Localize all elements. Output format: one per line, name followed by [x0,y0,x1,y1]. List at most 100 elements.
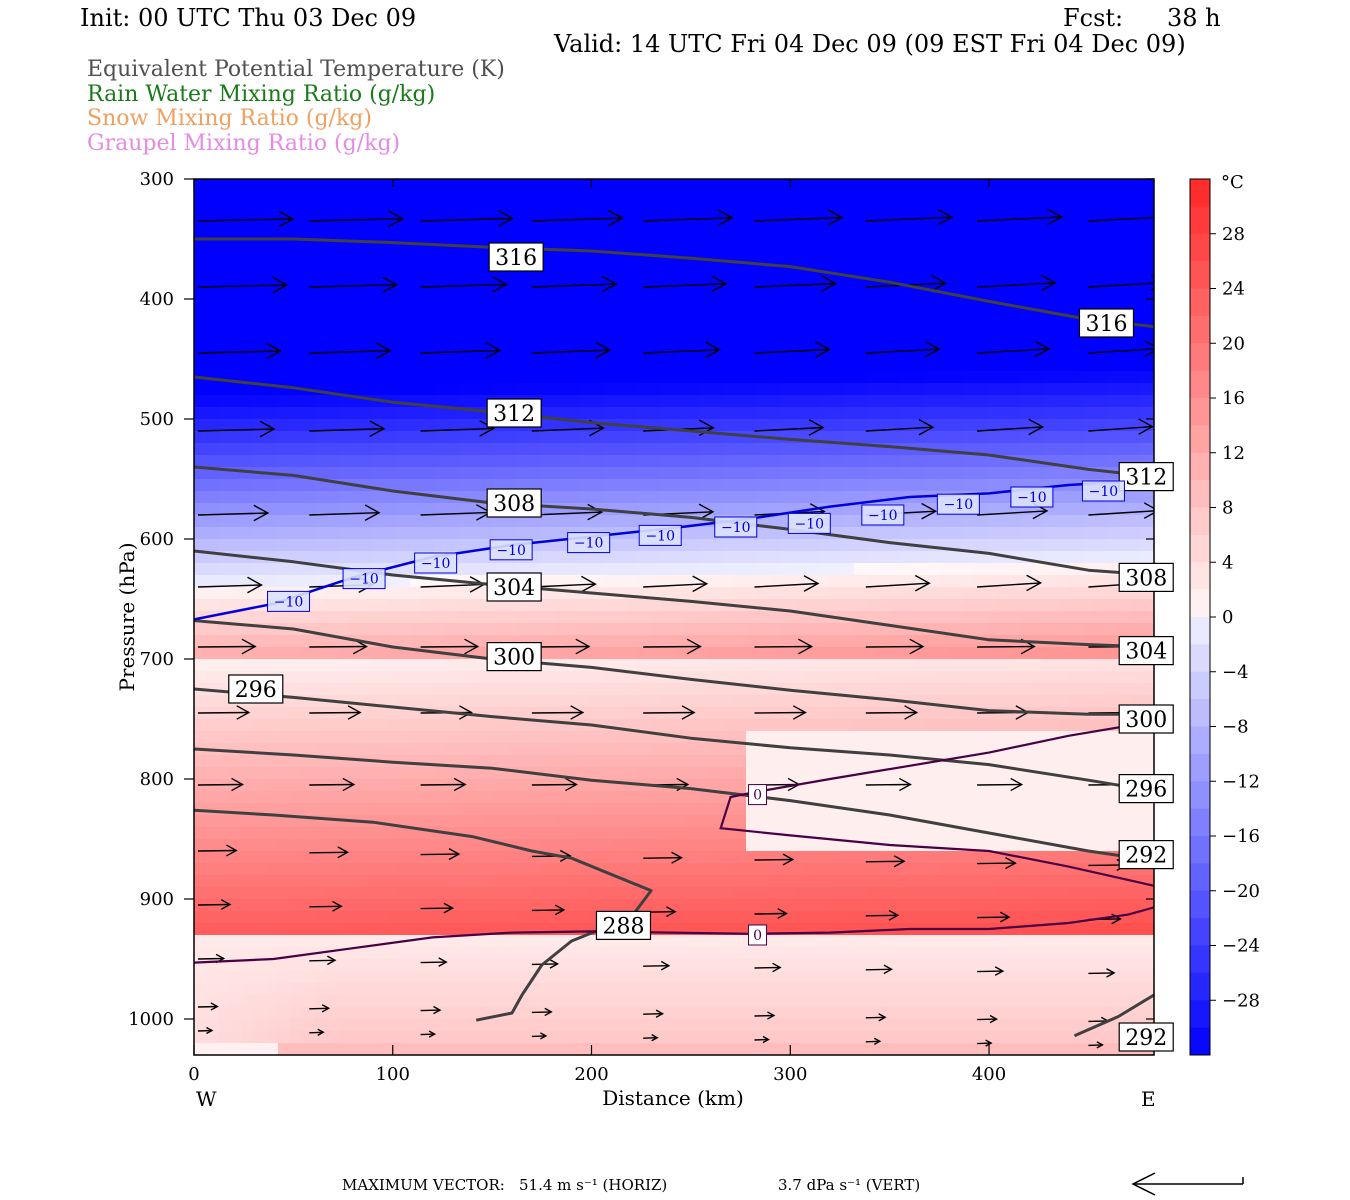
temperature-cell [806,875,819,888]
temperature-cell [878,815,891,828]
temperature-cell [890,1007,903,1020]
temperature-cell [518,719,531,732]
temperature-cell [194,863,207,876]
temperature-cell [206,443,219,456]
temperature-cell [278,527,291,540]
temperature-cell [590,683,603,696]
temperature-cell [482,851,495,864]
temperature-cell [326,215,339,228]
temperature-cell [590,839,603,852]
temperature-cell [398,671,411,684]
temperature-cell [926,419,939,432]
temperature-cell [710,263,723,276]
temperature-cell [830,671,843,684]
temperature-cell [338,383,351,396]
temperature-cell [194,983,207,996]
temperature-cell [614,791,627,804]
temperature-cell [746,647,759,660]
temperature-cell [638,755,651,768]
temperature-cell [458,839,471,852]
temperature-cell [818,887,831,900]
temperature-cell [374,1043,387,1055]
temperature-cell [566,251,579,264]
temperature-cell [758,539,771,552]
temperature-cell [950,551,963,564]
temperature-cell [806,563,819,576]
temperature-cell [434,1019,447,1032]
temperature-cell [734,311,747,324]
temperature-cell [866,251,879,264]
temperature-cell [938,575,951,588]
temperature-cell [710,779,723,792]
temperature-cell [902,743,915,756]
temperature-cell [974,995,987,1008]
temperature-cell [818,443,831,456]
temperature-cell [542,395,555,408]
temperature-cell [410,215,423,228]
temperature-cell [458,551,471,564]
temperature-cell [386,779,399,792]
temperature-cell [362,491,375,504]
temperature-cell [194,323,207,336]
temperature-cell [278,875,291,888]
temperature-cell [1010,467,1023,480]
temperature-cell [266,407,279,420]
temperature-cell [926,515,939,528]
temperature-cell [446,1031,459,1044]
temperature-cell [254,647,267,660]
temperature-cell [242,455,255,468]
temperature-cell [986,899,999,912]
temperature-cell [770,539,783,552]
temperature-cell [782,191,795,204]
temperature-cell [326,863,339,876]
temperature-cell [530,299,543,312]
temperature-cell [794,839,807,852]
temperature-cell [878,755,891,768]
temperature-cell [638,863,651,876]
temperature-cell [842,1043,855,1055]
temperature-cell [302,239,315,252]
temperature-cell [962,371,975,384]
temperature-cell [554,311,567,324]
temperature-cell [806,491,819,504]
temperature-cell [890,983,903,996]
temperature-cell [578,875,591,888]
temperature-cell [722,911,735,924]
temperature-cell [890,227,903,240]
temperature-cell [950,719,963,732]
temperature-cell [926,395,939,408]
temperature-cell [542,911,555,924]
temperature-cell [314,515,327,528]
temperature-cell [938,467,951,480]
temperature-cell [962,995,975,1008]
temperature-cell [626,443,639,456]
temperature-cell [818,395,831,408]
temperature-cell [770,551,783,564]
temperature-cell [758,347,771,360]
temperature-cell [734,971,747,984]
temperature-cell [890,971,903,984]
temperature-cell [482,1019,495,1032]
temperature-cell [914,911,927,924]
temperature-cell [482,719,495,732]
temperature-cell [746,743,759,756]
temperature-cell [746,239,759,252]
temperature-cell [938,767,951,780]
temperature-cell [614,959,627,972]
temperature-cell [554,899,567,912]
temperature-cell [806,731,819,744]
temperature-cell [698,719,711,732]
temperature-cell [362,587,375,600]
temperature-cell [866,971,879,984]
temperature-cell [734,839,747,852]
temperature-cell [422,275,435,288]
temperature-cell [890,467,903,480]
temperature-cell [386,971,399,984]
temperature-cell [614,359,627,372]
temperature-cell [890,827,903,840]
temperature-cell [218,839,231,852]
temperature-cell [458,347,471,360]
temperature-cell [206,731,219,744]
temperature-cell [650,947,663,960]
temperature-cell [206,659,219,672]
